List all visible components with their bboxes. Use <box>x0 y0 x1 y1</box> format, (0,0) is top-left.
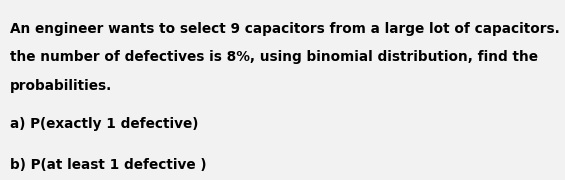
Text: a) P(exactly 1 defective): a) P(exactly 1 defective) <box>10 117 198 131</box>
Text: probabilities.: probabilities. <box>10 79 112 93</box>
Text: b) P(at least 1 defective ): b) P(at least 1 defective ) <box>10 158 207 172</box>
Text: the number of defectives is 8%, using binomial distribution, find the: the number of defectives is 8%, using bi… <box>10 50 538 64</box>
Text: An engineer wants to select 9 capacitors from a large lot of capacitors. If: An engineer wants to select 9 capacitors… <box>10 22 565 36</box>
